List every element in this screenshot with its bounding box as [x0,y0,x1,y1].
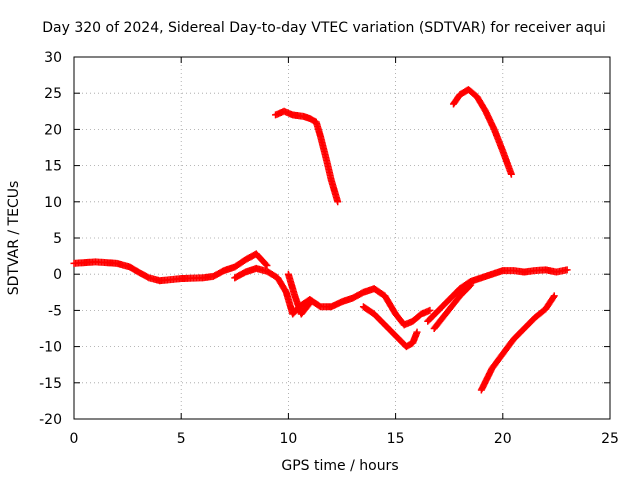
y-tick-label: 0 [53,267,62,283]
y-tick-label: 20 [44,122,62,138]
x-tick-label: 15 [387,431,405,447]
series-arc-5 [424,266,571,325]
y-tick-label: 25 [44,86,62,102]
data-point [413,328,421,336]
data-point [466,282,474,290]
series-arc-4 [359,303,421,351]
data-point [549,293,557,301]
data-point [426,306,434,314]
x-tick-label: 10 [279,431,297,447]
y-tick-label: -5 [48,303,62,319]
y-tick-label: 10 [44,195,62,211]
data-point [563,266,571,274]
data-point [262,260,270,268]
y-tick-label: -10 [39,340,62,356]
x-tick-label: 25 [601,431,619,447]
y-tick-label: 15 [44,159,62,175]
series-arc-8 [449,86,515,178]
x-tick-label: 20 [494,431,512,447]
y-tick-label: 30 [44,50,62,66]
y-tick-label: 5 [53,231,62,247]
series-arc-2 [231,264,434,329]
data-point [334,198,342,206]
y-axis-label: SDTVAR / TECUs [6,181,22,296]
y-tick-label: -20 [39,412,62,428]
data-point [550,292,558,300]
data-points [70,86,571,394]
chart-title: Day 320 of 2024, Sidereal Day-to-day VTE… [42,20,605,36]
grid [74,57,610,419]
series-arc-9 [477,292,558,394]
data-point [507,170,515,178]
series-arc-7 [272,107,342,206]
x-tick-label: 5 [177,431,186,447]
series-arc-1 [70,250,271,285]
y-tick-label: -15 [39,376,62,392]
axis-ticks: 0 5 10 15 20 25 -20 -15 -10 -5 0 5 10 15 20 25 30 [39,50,619,447]
data-point [305,300,313,308]
data-point [467,281,475,289]
x-tick-label: 0 [70,431,79,447]
series-arc-3 [284,270,314,318]
data-point [306,299,314,307]
series-arc-6 [430,281,475,332]
x-axis-label: GPS time / hours [281,458,398,474]
